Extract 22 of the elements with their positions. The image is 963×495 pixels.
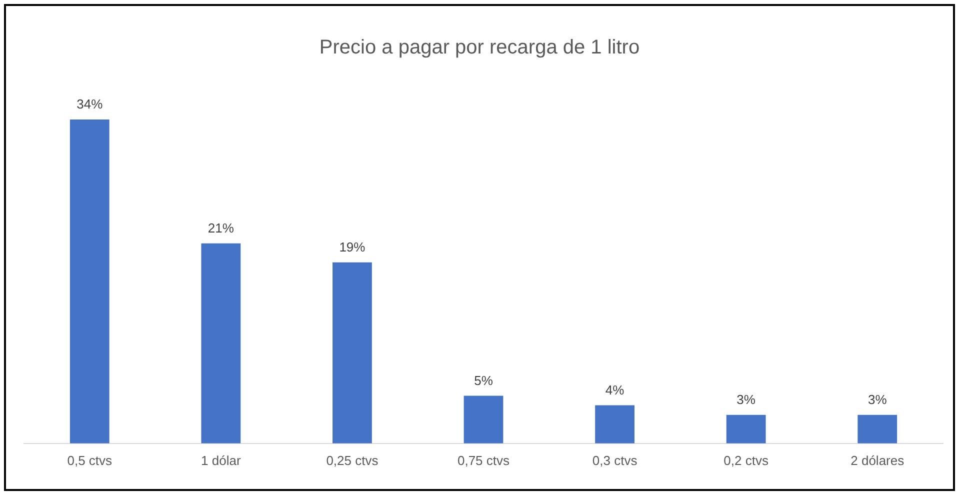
x-tick-label: 0,75 ctvs: [457, 452, 510, 468]
bar: [858, 414, 898, 444]
bar: [201, 243, 241, 444]
x-tick-label: 2 dólares: [850, 452, 905, 468]
chart-title: Precio a pagar por recarga de 1 litro: [319, 36, 640, 59]
x-tick-label: 0,3 ctvs: [592, 452, 638, 468]
x-tick-label: 0,25 ctvs: [326, 452, 379, 468]
data-label: 3%: [736, 392, 756, 407]
data-label: 5%: [474, 372, 494, 388]
bar: [726, 414, 766, 444]
bar: [464, 396, 504, 444]
bar: [70, 120, 110, 444]
data-label: 3%: [868, 392, 888, 407]
data-label: 4%: [605, 382, 625, 398]
bar: [332, 262, 372, 444]
bar: [595, 405, 634, 444]
data-label: 21%: [208, 220, 234, 236]
data-label: 34%: [76, 96, 104, 112]
x-tick-label: 1 dólar: [201, 452, 242, 468]
data-label: 19%: [339, 239, 366, 254]
x-tick-label: 0,5 ctvs: [67, 452, 113, 468]
x-tick-label: 0,2 ctvs: [724, 452, 769, 468]
